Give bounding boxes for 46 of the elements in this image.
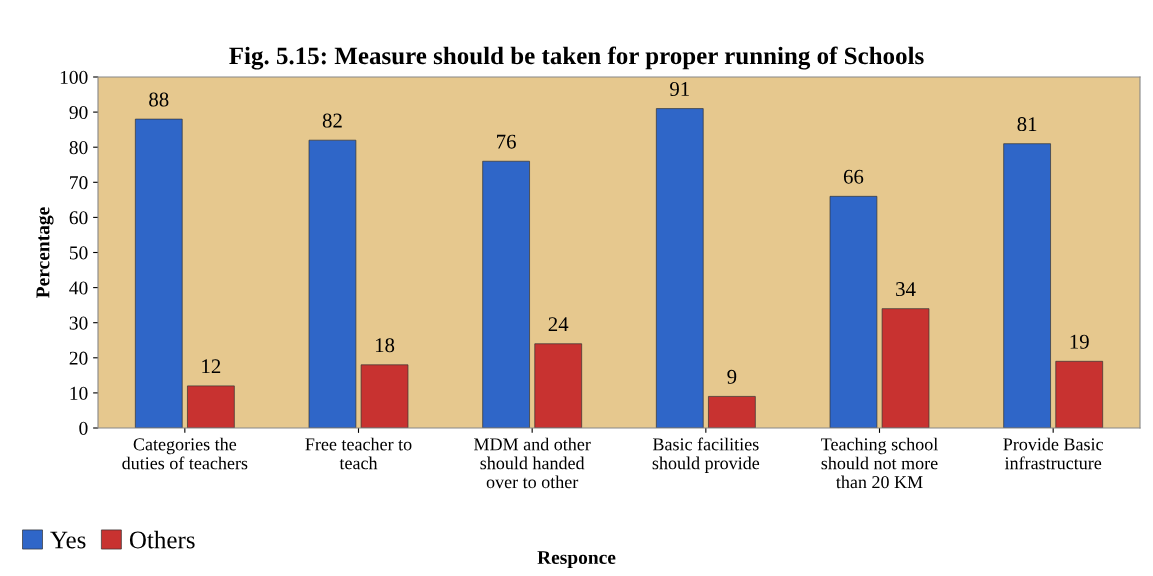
data-label: 91 [670,82,689,97]
y-tick-label: 80 [69,141,88,155]
data-label: 9 [727,369,737,384]
data-label: 66 [843,169,864,184]
y-tick-label: 40 [69,281,88,295]
bar [134,118,183,428]
x-tick-label: MDM and other should handed over to other [474,437,591,489]
y-tick-label: 10 [70,386,88,400]
y-tick-label: 100 [60,70,88,84]
bar [482,160,530,428]
y-tick-label: 50 [69,246,88,260]
data-label: 88 [149,92,169,107]
legend-label: Others [129,530,195,549]
y-tick-label: 0 [79,421,88,435]
legend-label: Yes [50,531,86,549]
bar [881,308,930,428]
data-label: 24 [548,317,569,331]
data-label: 82 [322,113,342,128]
x-tick-label: Teaching school should not more than 20 KM [821,437,938,489]
data-label: 18 [375,338,395,353]
bar [1003,143,1051,428]
bar [708,396,756,428]
bar [187,385,235,428]
x-tick-label: Basic facilities should provide [652,437,760,473]
chart-title: Fig. 5.15: Measure should be taken for proper running of Schools [229,46,924,70]
bar [360,364,409,428]
x-tick-label: Provide Basic infrastructure [1003,437,1104,470]
y-tick-label: 30 [69,316,88,330]
data-label: 34 [896,282,916,297]
y-tick-label: 90 [69,105,88,120]
y-axis-title: Percentage [36,207,54,298]
x-tick-label: Free teacher to teach [305,437,412,470]
x-axis-title: Responce [537,551,616,568]
data-label: 81 [1017,117,1037,132]
x-tick-label: Categories the duties of teachers [122,437,248,470]
bar [308,139,357,428]
y-tick-label: 60 [69,211,88,225]
data-label: 76 [497,134,516,149]
bar [829,195,878,428]
data-label: 12 [202,359,221,374]
data-label: 19 [1070,334,1089,349]
bar [655,108,704,428]
y-tick-label: 20 [69,351,88,365]
y-tick-label: 70 [70,176,88,190]
bar [534,343,583,428]
bar [1055,360,1104,428]
